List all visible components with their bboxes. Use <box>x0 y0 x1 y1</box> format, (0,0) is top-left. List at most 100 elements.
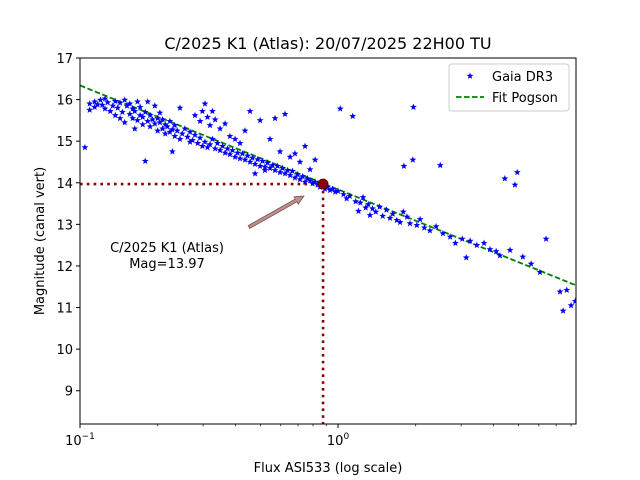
y-tick-label: 14 <box>56 177 73 192</box>
data-point <box>294 170 302 178</box>
scatter-points <box>81 95 576 314</box>
x-axis-label: Flux ASI533 (log scale) <box>254 461 403 476</box>
data-point <box>359 193 367 201</box>
data-point <box>97 96 104 103</box>
data-point <box>571 297 576 305</box>
data-point <box>296 175 304 183</box>
data-point <box>201 138 209 145</box>
legend-entry-gaia[interactable]: Gaia DR3 <box>466 70 553 85</box>
data-point <box>409 156 417 163</box>
data-point <box>542 235 550 242</box>
data-point <box>329 185 336 192</box>
data-point <box>436 161 444 169</box>
legend-box <box>448 63 570 112</box>
chart-title: C/2025 K1 (Atlas): 20/07/2025 22H00 TU <box>164 34 491 53</box>
data-point <box>161 130 169 137</box>
data-point <box>206 121 214 129</box>
data-point <box>211 145 219 152</box>
data-point <box>231 153 239 160</box>
data-point <box>291 174 299 181</box>
y-tick-label: 10 <box>56 343 73 358</box>
data-point <box>229 146 236 154</box>
data-point <box>393 216 401 224</box>
data-point <box>403 213 411 220</box>
data-point <box>234 149 241 156</box>
data-point <box>189 136 196 144</box>
data-point <box>276 168 284 176</box>
data-point <box>163 123 171 130</box>
data-point <box>131 125 139 132</box>
y-axis: 9 10 11 12 13 14 15 16 17 <box>56 52 80 400</box>
data-point <box>396 218 404 226</box>
data-point <box>191 111 199 119</box>
data-point <box>144 117 152 125</box>
data-point <box>156 118 164 126</box>
y-tick-label: 15 <box>56 135 73 150</box>
data-point <box>94 100 102 108</box>
data-point <box>451 239 459 246</box>
data-point <box>178 130 186 137</box>
data-point <box>198 142 206 150</box>
x-tick-label: 10−1 <box>65 432 95 449</box>
data-point <box>372 208 380 215</box>
data-point <box>314 181 321 188</box>
data-point <box>446 233 454 240</box>
data-point <box>206 140 214 148</box>
data-point <box>139 120 147 128</box>
data-point <box>501 175 509 182</box>
data-point <box>246 107 254 115</box>
data-point <box>161 120 169 128</box>
data-point <box>121 118 129 126</box>
data-point <box>186 138 194 145</box>
y-tick-label: 12 <box>56 260 73 275</box>
data-point <box>420 224 428 231</box>
data-point <box>194 139 202 147</box>
annotation-line-1: C/2025 K1 (Atlas) <box>110 241 224 256</box>
data-point <box>281 110 289 118</box>
legend-entry-fit[interactable]: Fit Pogson <box>456 91 558 106</box>
data-point <box>144 98 152 105</box>
data-point <box>231 135 239 143</box>
data-point <box>136 103 144 110</box>
data-point <box>556 288 564 295</box>
data-point <box>151 102 159 109</box>
data-point <box>261 163 269 170</box>
data-point <box>168 147 176 155</box>
data-point <box>139 113 147 120</box>
data-point <box>221 120 229 127</box>
data-point <box>251 170 259 177</box>
data-point <box>186 128 194 135</box>
data-point <box>416 215 424 223</box>
data-point <box>426 227 434 234</box>
data-point <box>304 175 311 182</box>
data-point <box>340 190 347 198</box>
data-point <box>104 98 112 106</box>
data-point <box>91 103 99 110</box>
legend: Gaia DR3 Fit Pogson <box>448 63 570 112</box>
data-point <box>116 114 124 122</box>
y-axis-label: Magnitude (canal vert) <box>33 167 48 315</box>
data-point <box>362 204 370 211</box>
annotation-arrow <box>247 195 305 229</box>
data-point <box>406 219 414 227</box>
data-point <box>410 103 417 110</box>
data-point <box>111 97 119 105</box>
data-point <box>271 166 279 174</box>
data-point <box>111 111 119 119</box>
annotation: C/2025 K1 (Atlas) Mag=13.97 <box>110 195 305 272</box>
data-point <box>196 134 204 141</box>
data-point <box>241 156 249 163</box>
data-point <box>527 260 535 267</box>
data-point <box>184 133 191 140</box>
data-point <box>536 268 544 276</box>
data-point <box>266 164 274 172</box>
data-point <box>131 107 139 115</box>
y-tick-label: 9 <box>65 385 73 400</box>
data-point <box>166 128 174 135</box>
data-point <box>301 142 309 150</box>
y-tick-label: 11 <box>56 302 73 317</box>
plot-area <box>80 84 576 424</box>
data-point <box>109 102 117 109</box>
data-point <box>168 125 176 133</box>
